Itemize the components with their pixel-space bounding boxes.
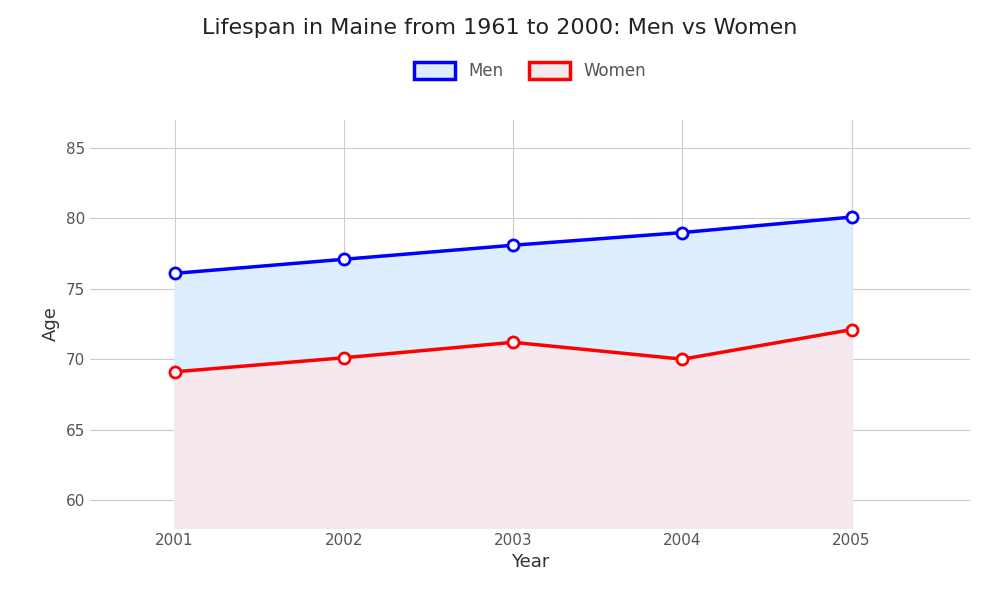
X-axis label: Year: Year bbox=[511, 553, 549, 571]
Y-axis label: Age: Age bbox=[42, 307, 60, 341]
Legend: Men, Women: Men, Women bbox=[407, 55, 653, 86]
Text: Lifespan in Maine from 1961 to 2000: Men vs Women: Lifespan in Maine from 1961 to 2000: Men… bbox=[202, 18, 798, 38]
